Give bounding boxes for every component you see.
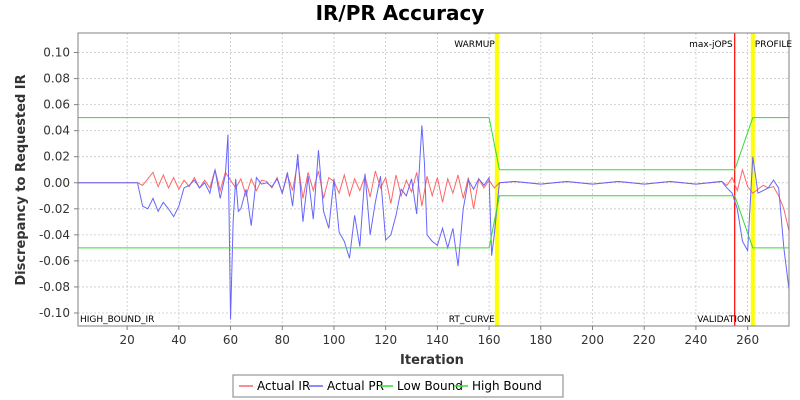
series-line [78, 195, 789, 249]
marker-label: PROFILE [755, 40, 793, 50]
x-tick-label: 60 [223, 333, 238, 347]
series-line [78, 117, 789, 171]
legend: Actual IR Actual PR Low Bound High Bound [232, 374, 564, 398]
region-label: RT_CURVE [449, 315, 495, 325]
x-tick-label: 120 [374, 333, 397, 347]
y-tick-label: 0.08 [43, 72, 70, 86]
series-group [78, 117, 789, 320]
legend-label: Actual PR [327, 379, 384, 393]
legend-label: Actual IR [257, 379, 310, 393]
plot-area: 20 40 60 80 100 120 140 160 180 200 220 240 260 -0.10… [39, 32, 793, 347]
y-tick-label: -0.10 [39, 306, 70, 320]
y-tick-label: 0.00 [43, 176, 70, 190]
y-tick-label: 0.04 [43, 124, 70, 138]
chart-title: IR/PR Accuracy [316, 1, 485, 25]
region-label: HIGH_BOUND_IR [80, 315, 154, 325]
marker-label: max-jOPS [689, 40, 733, 50]
x-tick-label: 160 [478, 333, 501, 347]
x-tick-label: 180 [529, 333, 552, 347]
x-axis-label: Iteration [400, 353, 464, 368]
region-label: VALIDATION [697, 315, 751, 325]
x-tick-label: 220 [633, 333, 656, 347]
x-tick-label: 140 [426, 333, 449, 347]
x-tick-label: 40 [171, 333, 186, 347]
y-tick-label: -0.02 [39, 202, 70, 216]
x-tick-label: 20 [119, 333, 134, 347]
y-axis-label: Discrepancy to Requested IR [14, 74, 29, 285]
x-tick-label: 200 [581, 333, 604, 347]
x-tick-label: 80 [275, 333, 290, 347]
legend-box [232, 374, 564, 398]
plot-background [78, 33, 789, 326]
legend-label: Low Bound [397, 379, 463, 393]
series-line [78, 125, 789, 320]
y-tick-label: 0.02 [43, 150, 70, 164]
plot-frame [77, 32, 790, 327]
x-tick-label: 100 [323, 333, 346, 347]
y-tick-label: -0.04 [39, 228, 70, 242]
y-tick-label: -0.06 [39, 254, 70, 268]
y-tick-label: 0.10 [43, 46, 70, 60]
y-tick-label: 0.06 [43, 98, 70, 112]
y-tick-label: -0.08 [39, 280, 70, 294]
legend-label: High Bound [472, 379, 542, 393]
x-tick-label: 260 [736, 333, 759, 347]
marker-label: WARMUP [454, 40, 495, 50]
x-tick-label: 240 [684, 333, 707, 347]
